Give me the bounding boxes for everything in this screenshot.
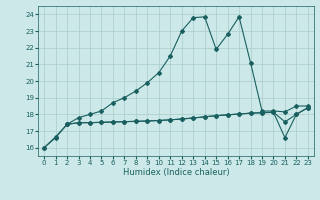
X-axis label: Humidex (Indice chaleur): Humidex (Indice chaleur) (123, 168, 229, 177)
